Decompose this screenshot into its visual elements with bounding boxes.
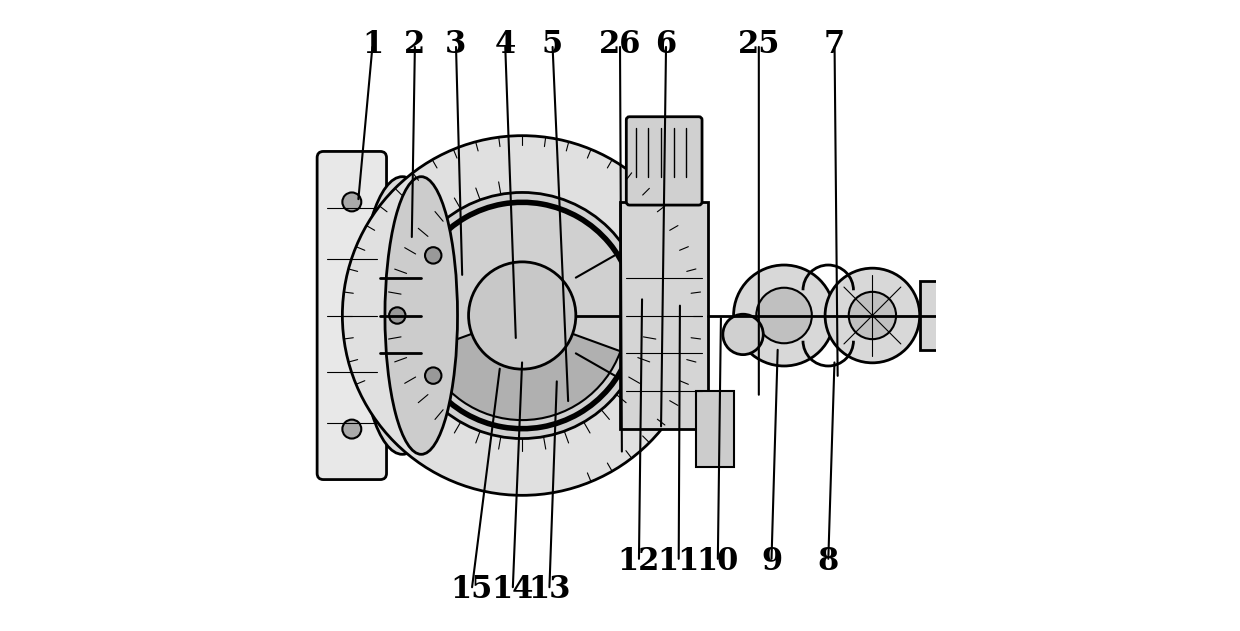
- Circle shape: [342, 136, 702, 495]
- Text: 15: 15: [450, 574, 492, 606]
- Text: 3: 3: [445, 28, 466, 60]
- Ellipse shape: [360, 177, 445, 454]
- Text: 26: 26: [599, 28, 641, 60]
- Circle shape: [469, 262, 575, 369]
- Bar: [620, 202, 708, 429]
- Text: 1: 1: [362, 28, 383, 60]
- Text: 5: 5: [542, 28, 563, 60]
- Text: 4: 4: [495, 28, 516, 60]
- Text: 7: 7: [823, 28, 846, 60]
- Text: 12: 12: [618, 546, 660, 577]
- Text: 8: 8: [817, 546, 838, 577]
- Wedge shape: [424, 316, 620, 420]
- Text: 9: 9: [761, 546, 782, 577]
- Circle shape: [342, 420, 361, 439]
- Bar: [696, 391, 734, 467]
- Circle shape: [723, 314, 764, 355]
- Ellipse shape: [370, 211, 434, 420]
- Circle shape: [425, 367, 441, 384]
- Circle shape: [342, 192, 361, 211]
- Text: 2: 2: [404, 28, 425, 60]
- Text: 11: 11: [657, 546, 699, 577]
- Circle shape: [389, 307, 405, 324]
- Text: 6: 6: [656, 28, 677, 60]
- Text: 10: 10: [697, 546, 739, 577]
- Ellipse shape: [384, 177, 458, 454]
- Text: 13: 13: [528, 574, 570, 606]
- Circle shape: [848, 292, 897, 339]
- Text: 14: 14: [491, 574, 534, 606]
- Circle shape: [734, 265, 835, 366]
- FancyBboxPatch shape: [626, 117, 702, 205]
- FancyBboxPatch shape: [317, 151, 387, 480]
- Bar: [920, 281, 963, 350]
- Circle shape: [825, 268, 920, 363]
- Circle shape: [399, 192, 645, 439]
- Circle shape: [756, 288, 812, 343]
- Circle shape: [425, 247, 441, 264]
- Text: 25: 25: [738, 28, 780, 60]
